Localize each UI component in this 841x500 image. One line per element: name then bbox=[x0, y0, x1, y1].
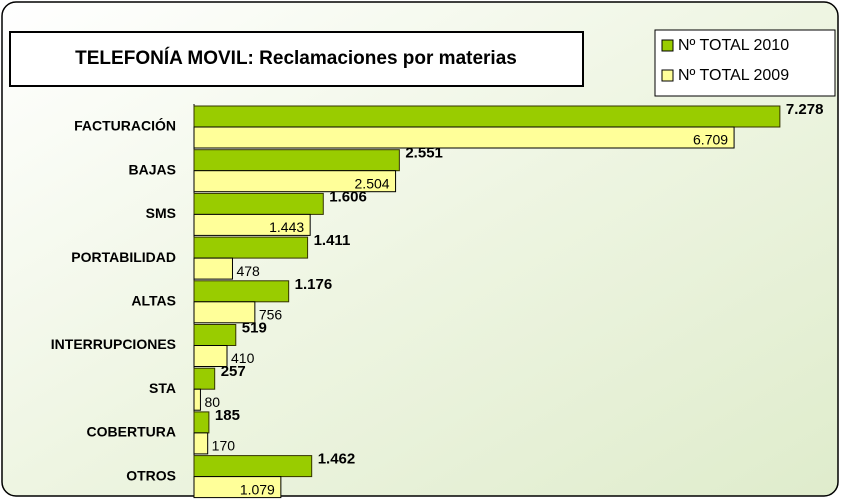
legend-box bbox=[654, 29, 836, 97]
bar bbox=[193, 432, 209, 455]
data-label: 2.504 bbox=[355, 175, 390, 191]
data-label: 1.176 bbox=[295, 276, 333, 293]
bar bbox=[193, 476, 282, 499]
y-tick-label: ALTAS bbox=[131, 293, 176, 309]
y-tick-label: OTROS bbox=[126, 467, 176, 483]
data-label: 1.462 bbox=[318, 451, 356, 468]
bar bbox=[193, 301, 256, 324]
data-label: 170 bbox=[212, 438, 236, 454]
bar bbox=[193, 213, 311, 236]
y-tick-label: COBERTURA bbox=[87, 424, 176, 440]
bar bbox=[193, 170, 397, 193]
bar bbox=[193, 149, 400, 172]
y-tick-label: PORTABILIDAD bbox=[71, 249, 176, 265]
bar bbox=[193, 105, 781, 128]
y-tick-label: INTERRUPCIONES bbox=[51, 336, 176, 352]
legend-swatch bbox=[661, 39, 674, 52]
bar bbox=[193, 411, 210, 434]
data-label: 1.411 bbox=[314, 232, 351, 249]
bar bbox=[193, 388, 201, 411]
data-label: 519 bbox=[242, 319, 267, 336]
data-label: 2.551 bbox=[405, 145, 443, 162]
bar bbox=[193, 236, 309, 259]
data-label: 756 bbox=[259, 307, 283, 323]
legend-swatch bbox=[661, 69, 674, 82]
y-tick-label: SMS bbox=[146, 205, 176, 221]
bar bbox=[193, 280, 290, 303]
legend-label: Nº TOTAL 2010 bbox=[678, 37, 789, 54]
y-tick-label: BAJAS bbox=[129, 161, 176, 177]
bar bbox=[193, 455, 313, 478]
legend-label: Nº TOTAL 2009 bbox=[678, 67, 789, 84]
data-label: 1.443 bbox=[269, 219, 304, 235]
bar bbox=[193, 345, 228, 367]
y-tick-label: FACTURACIÓN bbox=[74, 117, 176, 134]
title-box bbox=[9, 31, 584, 87]
data-label: 1.079 bbox=[240, 481, 275, 497]
data-label: 478 bbox=[236, 263, 260, 279]
y-tick-label: STA bbox=[149, 380, 176, 396]
bar bbox=[193, 126, 735, 149]
bar bbox=[193, 324, 237, 346]
bar bbox=[193, 257, 233, 280]
data-label: 410 bbox=[231, 350, 255, 366]
data-label: 257 bbox=[221, 363, 246, 380]
data-label: 6.709 bbox=[693, 132, 728, 148]
data-label: 7.278 bbox=[786, 101, 824, 118]
data-label: 185 bbox=[215, 407, 240, 424]
chart-title: TELEFONÍA MOVIL: Reclamaciones por mater… bbox=[75, 47, 517, 69]
bar bbox=[193, 192, 324, 215]
data-label: 1.606 bbox=[329, 188, 367, 205]
data-label: 80 bbox=[204, 394, 220, 410]
bar bbox=[193, 367, 216, 390]
